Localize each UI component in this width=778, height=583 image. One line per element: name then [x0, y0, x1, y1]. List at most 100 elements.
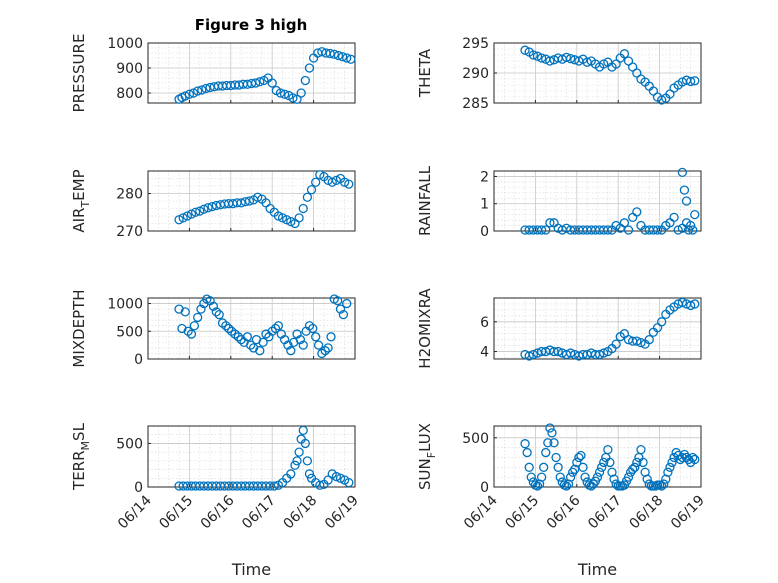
data-point	[686, 220, 696, 231]
data-point	[623, 225, 634, 235]
y-tick-label: 2	[480, 169, 489, 185]
data-point	[592, 472, 603, 482]
data-point	[300, 438, 310, 449]
data-point	[636, 337, 646, 348]
x-tick-label: 06/18	[281, 493, 321, 533]
data-point	[632, 207, 642, 217]
data-point	[337, 52, 348, 62]
y-axis-label: TERRMSL	[70, 422, 92, 491]
data-point	[644, 335, 654, 345]
axes-box	[147, 425, 356, 488]
axes-box	[493, 297, 702, 360]
data-point	[690, 209, 700, 220]
data-point	[174, 215, 184, 225]
data-point	[295, 334, 306, 345]
data-point	[338, 309, 349, 320]
data-point	[565, 348, 576, 358]
y-axis-label: PRESSURE	[70, 34, 88, 113]
data-point	[561, 481, 572, 491]
x-tick-label: 06/17	[239, 493, 279, 533]
data-point	[311, 332, 321, 342]
y-tick-label: 0	[134, 480, 143, 496]
data-point	[326, 332, 336, 342]
data-point	[332, 296, 343, 306]
y-tick-label: 500	[116, 436, 143, 452]
y-axis-label: SUNFLUX	[416, 423, 438, 490]
data-point	[182, 211, 192, 221]
data-point	[669, 212, 679, 223]
y-axis-label: H2OMIXRA	[416, 288, 434, 369]
data-point	[294, 213, 304, 223]
data-point	[184, 89, 195, 99]
data-point	[233, 332, 243, 342]
data-point	[657, 481, 667, 491]
data-point	[663, 467, 673, 477]
data-point	[302, 192, 313, 202]
data-point	[599, 457, 609, 468]
data-point	[638, 457, 648, 468]
data-point	[536, 53, 547, 63]
data-point	[196, 304, 206, 314]
data-point	[302, 456, 313, 466]
subplot-6: 4 6 H2OMIXRA	[416, 288, 702, 369]
data-point	[553, 462, 563, 472]
data-point	[657, 95, 667, 105]
subplot-1: 800 900 1000 PRESSURE	[70, 34, 356, 113]
data-point	[304, 469, 315, 479]
data-point	[273, 211, 284, 221]
data-point	[528, 349, 538, 360]
data-point	[536, 225, 547, 235]
data-point	[628, 464, 638, 474]
data-point	[632, 457, 642, 468]
data-point	[545, 218, 555, 228]
data-point	[286, 346, 296, 356]
y-tick-label: 500	[462, 431, 489, 447]
data-point	[240, 197, 250, 207]
plot-area	[493, 170, 702, 232]
data-point	[300, 75, 310, 86]
y-axis-label: THETA	[416, 48, 434, 98]
data-point	[186, 209, 197, 219]
data-point	[688, 225, 698, 235]
data-point	[275, 88, 286, 98]
data-point	[308, 323, 318, 334]
x-tick-label: 06/15	[502, 493, 542, 533]
data-point	[681, 196, 692, 206]
y-tick-label: 0	[480, 224, 489, 240]
data-point	[298, 203, 308, 214]
data-point	[327, 177, 337, 187]
data-point	[197, 85, 207, 95]
data-point	[325, 48, 335, 59]
data-point	[346, 54, 356, 64]
data-point	[574, 452, 584, 463]
y-axis-label: MIXDEPTH	[70, 289, 88, 367]
data-point	[659, 479, 669, 489]
y-tick-label: 900	[116, 61, 143, 77]
data-point	[277, 213, 288, 223]
data-point	[679, 185, 690, 195]
data-point	[335, 304, 346, 314]
data-point	[578, 462, 588, 472]
data-point	[315, 480, 325, 490]
data-point	[599, 348, 609, 358]
y-tick-label: 285	[462, 96, 489, 112]
data-point	[279, 89, 290, 99]
data-point	[286, 469, 296, 479]
data-point	[665, 462, 675, 472]
data-point	[292, 94, 302, 104]
data-point	[236, 198, 246, 208]
data-point	[214, 309, 224, 320]
data-point	[528, 50, 538, 60]
data-point	[690, 454, 700, 465]
data-point	[688, 452, 698, 463]
data-point	[549, 438, 559, 448]
data-point	[524, 351, 534, 361]
axes-box	[493, 170, 702, 232]
data-point	[203, 203, 213, 213]
data-point	[342, 53, 352, 63]
subplot-7: 0 500 06/14 06/15 06/16 06/17 06/18 06/19 TERRMS…	[70, 422, 362, 579]
data-point	[536, 472, 547, 482]
data-point	[609, 474, 619, 484]
axes-box	[147, 297, 356, 360]
axes-box	[147, 170, 356, 232]
